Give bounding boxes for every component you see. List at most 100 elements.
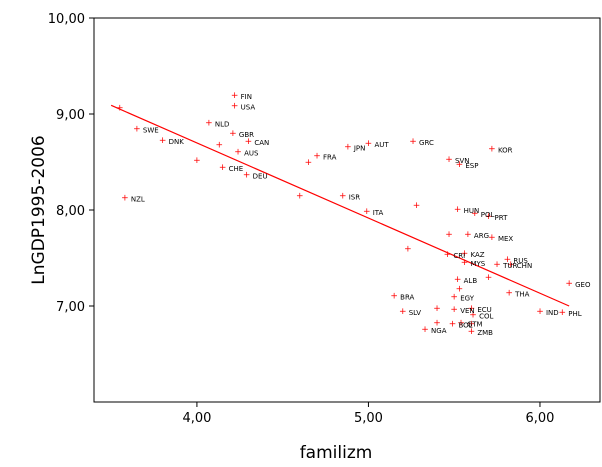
data-point: +	[339, 192, 347, 202]
plot-area-border	[93, 17, 601, 403]
data-point-label: SLV	[409, 309, 422, 317]
data-point: +	[488, 233, 496, 243]
fit-line	[110, 104, 570, 307]
data-point-label: HUN	[464, 207, 480, 215]
data-point-label: AUT	[374, 141, 389, 149]
data-point: +	[193, 156, 201, 166]
y-tick-label: 8,00	[56, 204, 85, 219]
data-point: +	[488, 145, 496, 155]
data-point-label: FIN	[241, 93, 252, 101]
data-point: +	[485, 273, 493, 283]
data-point-label: KAZ	[470, 251, 484, 259]
data-point: +	[363, 207, 371, 217]
data-point-label: CHE	[229, 165, 244, 173]
data-point-label: EGY	[460, 294, 474, 302]
data-point: +	[468, 327, 476, 337]
data-point-label: RUS	[513, 257, 528, 265]
data-point: +	[471, 209, 479, 219]
data-point: +	[444, 250, 452, 260]
data-point-label: VEN	[460, 307, 474, 315]
data-point: +	[121, 194, 129, 204]
data-point: +	[449, 319, 457, 329]
y-tick-label: 9,00	[56, 108, 85, 123]
data-point: +	[245, 137, 253, 147]
data-point: +	[133, 124, 141, 134]
data-point-label: ITA	[373, 209, 384, 217]
y-axis-title: LnGDP1995-2006	[29, 135, 49, 284]
y-tick-label: 7,00	[56, 300, 85, 315]
data-point: +	[450, 305, 458, 315]
data-point: +	[454, 275, 462, 285]
data-point: +	[456, 285, 464, 295]
data-point-label: SWE	[143, 126, 159, 134]
data-point: +	[231, 101, 239, 111]
data-point: +	[468, 304, 476, 314]
data-point: +	[365, 139, 373, 149]
data-labels: SWE DNK NZL NLD CHE FIN USA GBR AUS CAN DEU FRA JPN I…	[131, 93, 591, 337]
data-point: +	[485, 212, 493, 222]
data-point: +	[234, 147, 242, 157]
data-point: +	[493, 260, 501, 270]
data-point-label: KOR	[498, 147, 513, 155]
data-point-label: CHN	[517, 262, 532, 270]
data-point-label: NLD	[215, 121, 230, 129]
data-point-label: GRC	[419, 139, 434, 147]
fit-line-group	[110, 104, 570, 307]
data-point-label: MEX	[498, 235, 513, 243]
data-point: +	[433, 318, 441, 328]
data-point: +	[159, 136, 167, 146]
data-point-label: ZMB	[477, 329, 493, 337]
data-point-label: TUR	[502, 262, 517, 270]
data-point-label: ALB	[464, 277, 478, 285]
data-point-label: PHL	[568, 310, 581, 318]
data-point-label: ECU	[477, 306, 491, 314]
data-point: +	[505, 289, 513, 299]
data-point-label: AUS	[244, 149, 259, 157]
y-tick-label: 10,00	[48, 12, 85, 27]
data-point-label: IND	[546, 309, 559, 317]
data-point-label: NGA	[431, 327, 447, 335]
data-point-label: USA	[241, 103, 256, 111]
data-point: +	[219, 163, 227, 173]
data-point: +	[456, 160, 464, 170]
data-point: +	[344, 143, 352, 153]
data-point-label: SVN	[455, 157, 469, 165]
data-point-label: CRI	[453, 252, 465, 260]
data-point: +	[413, 201, 421, 211]
data-point: +	[243, 170, 251, 180]
data-point: +	[433, 304, 441, 314]
data-points: ++++++++++++++++++ +++++ +++ + + ++ + +++ ++ ++ ++…	[116, 91, 573, 337]
data-point: +	[445, 230, 453, 240]
x-axis-title: familizm	[300, 443, 373, 462]
data-point-label: DNK	[169, 138, 185, 146]
data-point-label: NZL	[131, 196, 145, 204]
data-point: +	[464, 230, 472, 240]
data-point: +	[404, 244, 412, 254]
data-point-label: ESP	[465, 162, 478, 170]
data-point-label: JPN	[353, 145, 366, 153]
data-point: +	[461, 258, 469, 268]
data-point: +	[296, 192, 304, 202]
data-point-label: GEO	[575, 281, 591, 289]
data-point-label: BOL	[458, 321, 472, 329]
data-point: +	[390, 291, 398, 301]
data-point: +	[205, 119, 213, 129]
data-point: +	[469, 311, 477, 321]
data-point: +	[409, 137, 417, 147]
data-point: +	[305, 158, 313, 168]
data-point: +	[504, 255, 512, 265]
data-point: +	[457, 318, 465, 328]
x-tick-label: 5,00	[354, 411, 383, 426]
data-point: +	[116, 103, 124, 113]
data-point: +	[461, 249, 469, 259]
data-point: +	[507, 260, 515, 270]
data-point: +	[445, 155, 453, 165]
data-point-label: DEU	[253, 172, 268, 180]
data-point: +	[558, 308, 566, 318]
data-point: +	[313, 151, 321, 161]
data-point: +	[215, 141, 223, 151]
data-point-label: CAN	[254, 139, 269, 147]
axis-ticks: 4,00 5,00 6,00 7,00 8,00 9,00 10,00	[48, 12, 555, 426]
data-point: +	[399, 307, 407, 317]
